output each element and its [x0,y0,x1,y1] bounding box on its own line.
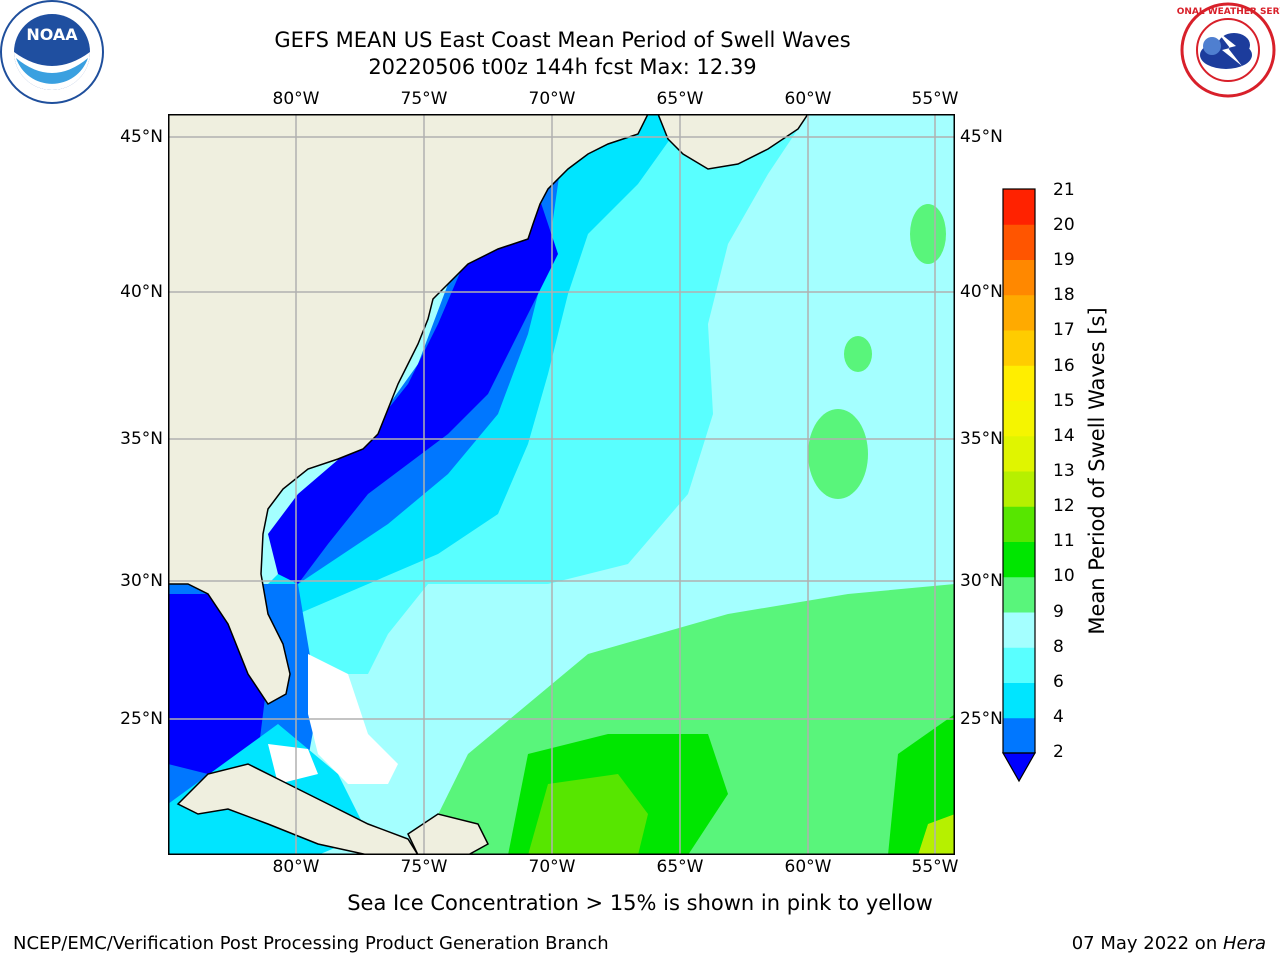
noaa-logo: NOAA [0,0,104,104]
colorbar-tick-label: 16 [1053,356,1075,376]
lon-label-top: 70°W [528,89,576,109]
colorbar-segment [1003,259,1035,296]
noaa-logo-text: NOAA [26,25,78,44]
colorbar-tick-label: 8 [1053,637,1064,657]
lon-label-bottom: 65°W [656,857,704,877]
lat-label-right: 25°N [960,709,1003,729]
land-cuba [176,763,419,855]
colorbar-segment [1003,612,1035,648]
colorbar-under-arrow [1001,752,1037,783]
lon-label-bottom: 80°W [272,857,320,877]
lat-label-left: 30°N [120,571,163,591]
ocean-green-spot [910,204,946,264]
colorbar-segment [1003,224,1035,260]
plot-subtitle: 20220506 t00z 144h fcst Max: 12.39 [368,55,757,79]
colorbar-segment [1003,435,1035,472]
colorbar-tick-label: 18 [1053,285,1075,305]
lat-label-right: 30°N [960,571,1003,591]
colorbar-tick-label: 2 [1053,742,1064,762]
colorbar-segment [1003,541,1035,578]
ocean-green-spot [844,336,872,372]
colorbar-segment [1003,189,1035,225]
plot-title: GEFS MEAN US East Coast Mean Period of S… [274,28,851,52]
colorbar-tick-label: 12 [1053,496,1075,516]
colorbar-segment [1003,400,1035,437]
lat-label-left: 40°N [120,282,163,302]
lon-label-bottom: 70°W [528,857,576,877]
no-data-florida-keys [268,744,318,784]
colorbar-tick-label: 11 [1053,531,1075,551]
colorbar-tick-label: 6 [1053,672,1064,692]
lon-label-bottom: 60°W [784,857,832,877]
ocean-lime-zone [918,814,955,855]
lat-label-right: 35°N [960,429,1003,449]
colorbar-segment [1003,471,1035,507]
colorbar-segment [1003,576,1035,613]
footer-date-text: 07 May 2022 on [1071,933,1223,954]
colorbar-segment [1003,506,1035,542]
colorbar-segment [1003,682,1035,719]
lat-label-right: 40°N [960,282,1003,302]
land-nova-scotia [657,114,809,170]
colorbar-tick-label: 19 [1053,250,1075,270]
footer-host: Hera [1222,933,1266,954]
map-gridlines [168,114,955,855]
land-hispaniola [407,813,489,855]
lat-label-right: 45°N [960,127,1003,147]
colorbar [1001,188,1037,783]
ocean-green-spot [808,409,868,499]
colorbar-segment [1003,647,1035,683]
colorbar-tick-label: 9 [1053,602,1064,622]
lon-label-bottom: 75°W [400,857,448,877]
sea-ice-note: Sea Ice Concentration > 15% is shown in … [347,891,933,915]
lat-label-left: 35°N [120,429,163,449]
colorbar-tick-label: 13 [1053,461,1075,481]
lat-label-left: 25°N [120,709,163,729]
swell-period-map [168,114,955,855]
colorbar-title: Mean Period of Swell Waves [s] [1085,307,1109,635]
colorbar-segment [1003,365,1035,401]
colorbar-segment [1003,717,1035,754]
colorbar-frame [1002,188,1036,754]
ocean-yellow-green-zone [528,774,648,855]
colorbar-segment [1003,330,1035,366]
colorbar-tick-label: 4 [1053,707,1064,727]
colorbar-tick-label: 15 [1053,391,1075,411]
colorbar-tick-label: 20 [1053,215,1075,235]
lon-label-top: 60°W [784,89,832,109]
footer-date: 07 May 2022 on Hera [1072,933,1266,954]
ocean-bright-green-zone [888,714,955,855]
colorbar-tick-label: 10 [1053,566,1075,586]
nws-logo-text: NATIONAL WEATHER SERVICE [1176,7,1280,17]
lat-label-left: 45°N [120,127,163,147]
nws-logo: NATIONAL WEATHER SERVICE [1176,2,1280,98]
land-north-america [168,114,649,705]
lon-label-top: 55°W [911,89,959,109]
map-frame [168,114,955,855]
lon-label-top: 65°W [656,89,704,109]
lon-label-top: 80°W [272,89,320,109]
colorbar-tick-label: 21 [1053,180,1075,200]
lon-label-bottom: 55°W [911,857,959,877]
footer-credit: NCEP/EMC/Verification Post Processing Pr… [13,933,609,954]
lon-label-top: 75°W [400,89,448,109]
colorbar-tick-label: 17 [1053,320,1075,340]
colorbar-tick-label: 14 [1053,426,1075,446]
colorbar-segment [1003,294,1035,331]
